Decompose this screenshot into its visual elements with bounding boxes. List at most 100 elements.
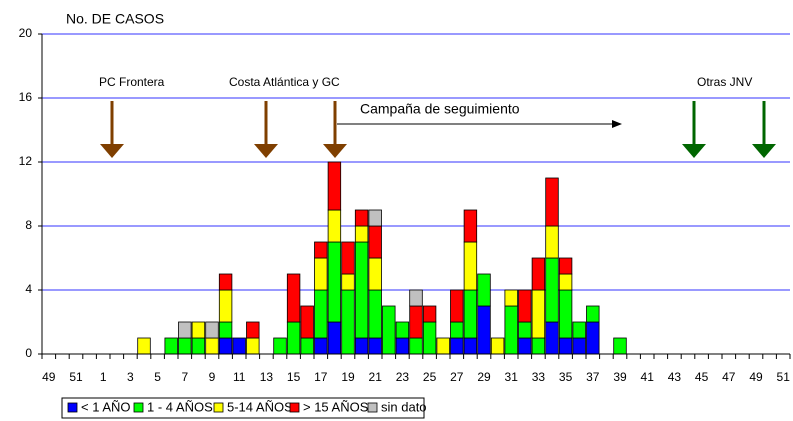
legend-label: 1 - 4 AÑOS	[147, 399, 213, 414]
bar-segment	[178, 321, 192, 339]
bar-segment	[436, 337, 450, 355]
bar-segment	[218, 321, 233, 339]
x-tick-label: 51	[777, 370, 791, 384]
x-tick-label: 1	[100, 370, 107, 384]
x-tick-label: 17	[314, 370, 328, 384]
bar-segment	[558, 289, 573, 339]
bar-segment	[504, 289, 518, 307]
bar-segment	[164, 337, 178, 355]
bar-segment	[463, 241, 478, 291]
legend-label: 5-14 AÑOS	[227, 399, 293, 414]
bar-segment	[286, 321, 301, 355]
bar-segment	[178, 337, 192, 355]
bar-segment	[463, 337, 478, 355]
bar-segment	[246, 321, 260, 339]
bar-segment	[300, 337, 314, 355]
legend-swatch	[67, 402, 78, 413]
bar-segment	[490, 337, 505, 355]
bar-segment	[368, 289, 382, 339]
x-tick-label: 15	[287, 370, 301, 384]
bar-segment	[368, 225, 382, 259]
bar-segment	[314, 241, 328, 259]
x-tick-label: 29	[477, 370, 491, 384]
bar-segment	[218, 337, 233, 355]
bar-segment	[545, 257, 559, 323]
x-tick-label: 11	[233, 370, 246, 384]
bar-segment	[613, 337, 627, 355]
legend-label: < 1 AÑO	[81, 399, 131, 414]
bar-segment	[354, 225, 369, 243]
bar-segment	[477, 273, 491, 307]
bar-segment	[341, 241, 355, 275]
bar-segment	[191, 321, 206, 339]
bar-segment	[545, 177, 559, 227]
bar-segment	[205, 321, 219, 339]
legend-swatch	[289, 402, 300, 413]
annotation-arrows	[100, 101, 776, 158]
y-tick-label: 20	[19, 26, 33, 40]
bar-segment	[450, 337, 464, 355]
bar-segment	[395, 337, 410, 355]
bar-segment	[368, 257, 382, 291]
bar-segment	[572, 321, 586, 339]
bar-segment	[273, 337, 287, 355]
legend-box	[61, 397, 425, 419]
x-tick-label: 3	[127, 370, 134, 384]
annotation: Otras JNV	[697, 75, 752, 89]
bar-segment	[327, 321, 342, 355]
annotation: PC Frontera	[99, 75, 165, 89]
bar-segment	[545, 321, 559, 355]
bar-segment	[286, 273, 301, 323]
bar-segment	[327, 209, 342, 243]
x-tick-label: 13	[260, 370, 274, 384]
bar-segment	[300, 305, 314, 339]
bar-segment	[341, 289, 355, 355]
legend-swatch	[367, 402, 378, 413]
legend-swatch	[133, 402, 144, 413]
bar-segment	[463, 289, 478, 339]
bar-segment	[327, 241, 342, 323]
bar-segment	[518, 337, 532, 355]
bar-segment	[205, 337, 219, 355]
bar-segment	[545, 225, 559, 259]
bar-segment	[314, 337, 328, 355]
bar-segment	[354, 241, 369, 339]
x-tick-label: 27	[450, 370, 464, 384]
bar-segment	[518, 321, 532, 339]
bar-segment	[395, 321, 410, 339]
bar-segment	[137, 337, 151, 355]
bar-segment	[409, 289, 423, 307]
bar-segment	[327, 161, 342, 211]
x-tick-label: 45	[695, 370, 709, 384]
bar-segment	[382, 305, 396, 355]
bar-segment	[558, 337, 573, 355]
x-tick-label: 7	[181, 370, 188, 384]
x-tick-label: 51	[69, 370, 83, 384]
x-tick-label: 19	[341, 370, 355, 384]
bar-segment	[504, 305, 518, 355]
y-tick-label: 4	[25, 282, 32, 296]
bar-segment	[558, 273, 573, 291]
x-tick-label: 37	[586, 370, 600, 384]
bar-segment	[232, 337, 246, 355]
y-axis-label: No. DE CASOS	[66, 11, 164, 27]
bar-segment	[518, 289, 532, 323]
x-tick-label: 31	[505, 370, 519, 384]
x-tick-label: 47	[722, 370, 736, 384]
bar-segment	[558, 257, 573, 275]
bar-segment	[450, 321, 464, 339]
bar-segment	[218, 273, 233, 291]
bar-segment	[586, 321, 600, 355]
bar-segment	[531, 257, 546, 291]
x-tick-label: 43	[668, 370, 682, 384]
bar-segment	[354, 337, 369, 355]
x-tick-label: 33	[532, 370, 546, 384]
x-tick-label: 49	[42, 370, 56, 384]
bar-segment	[246, 337, 260, 355]
x-tick-label: 9	[209, 370, 216, 384]
y-tick-label: 0	[25, 346, 32, 360]
bar-segment	[422, 321, 437, 355]
bar-segment	[368, 209, 382, 227]
legend-label: > 15 AÑOS	[303, 399, 369, 414]
